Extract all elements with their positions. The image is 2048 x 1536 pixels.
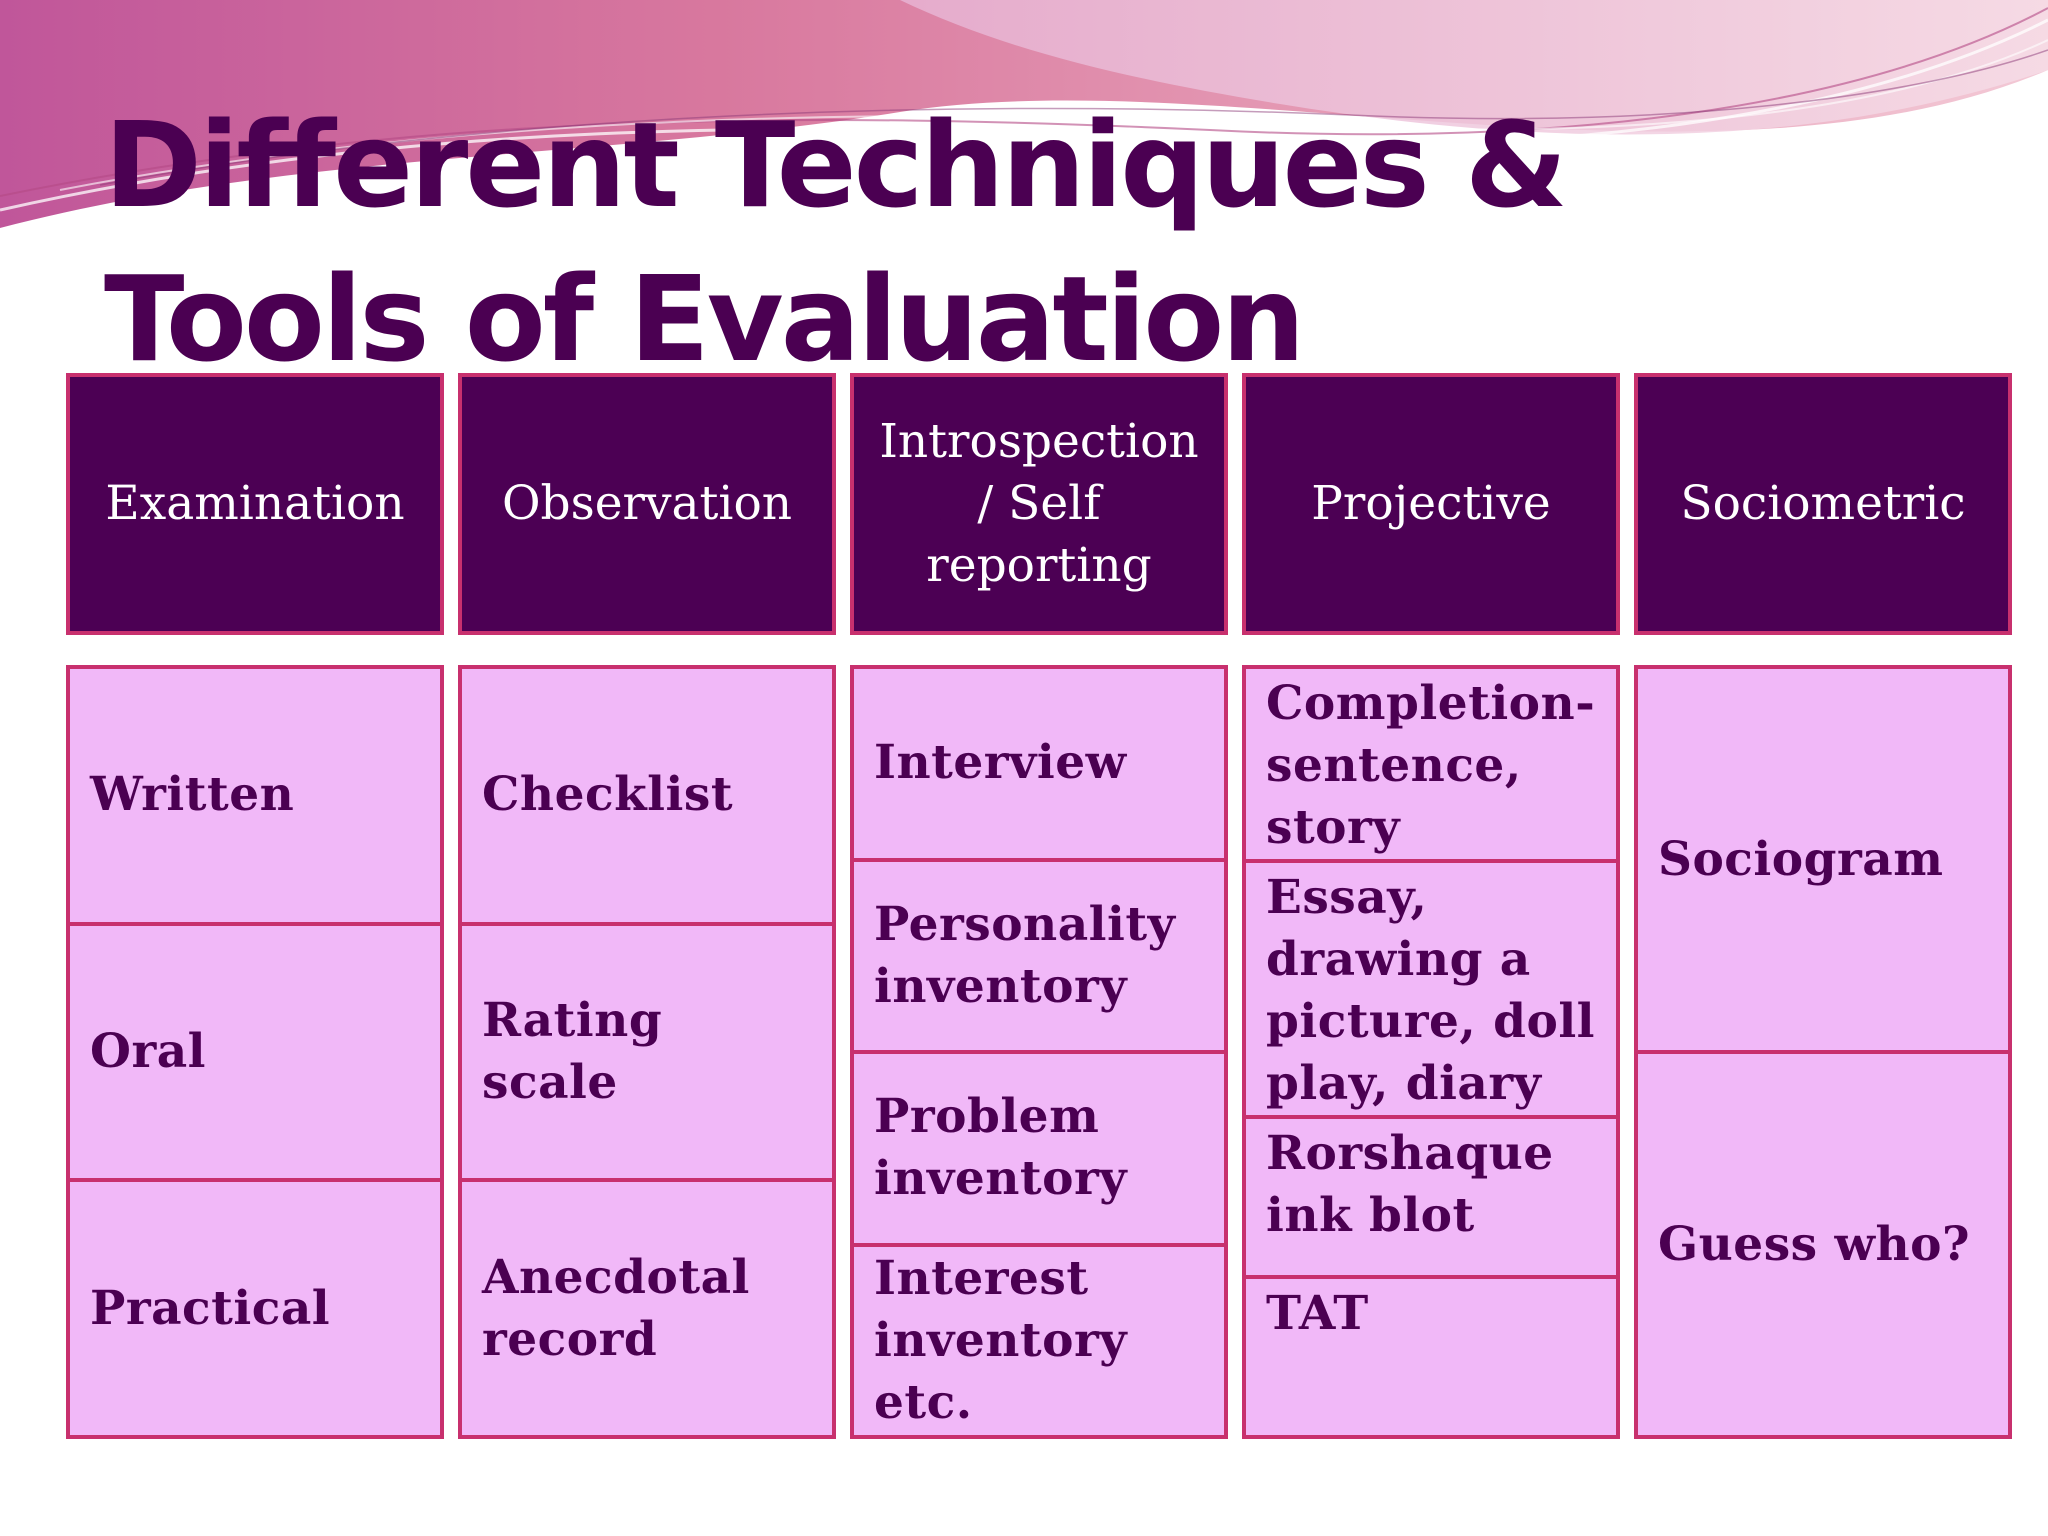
slide-title: Different Techniques & Tools of Evaluati… xyxy=(104,96,1568,388)
column-cells: Interview Personality inventory Problem … xyxy=(850,665,1228,1439)
table-cell: Oral xyxy=(70,921,440,1179)
table-cell: Essay, drawing a picture, doll play, dia… xyxy=(1246,859,1616,1115)
techniques-table: Examination Written Oral Practical Obser… xyxy=(66,373,2012,1439)
table-cell: Checklist xyxy=(462,669,832,922)
column-header: Sociometric xyxy=(1634,373,2012,635)
table-cell: Interview xyxy=(854,669,1224,858)
column-projective: Projective Completion- sentence, story E… xyxy=(1242,373,1620,1439)
table-cell: TAT xyxy=(1246,1275,1616,1435)
column-examination: Examination Written Oral Practical xyxy=(66,373,444,1439)
column-introspection: Introspection / Self reporting Interview… xyxy=(850,373,1228,1439)
table-cell: Problem inventory xyxy=(854,1050,1224,1243)
table-cell: Completion- sentence, story xyxy=(1246,669,1616,859)
table-cell: Rorshaque ink blot xyxy=(1246,1115,1616,1275)
column-observation: Observation Checklist Rating scale Anecd… xyxy=(458,373,836,1439)
table-cell: Written xyxy=(70,669,440,922)
column-cells: Written Oral Practical xyxy=(66,665,444,1439)
column-cells: Sociogram Guess who? xyxy=(1634,665,2012,1439)
table-cell: Interest inventory etc. xyxy=(854,1242,1224,1435)
column-header: Observation xyxy=(458,373,836,635)
column-cells: Completion- sentence, story Essay, drawi… xyxy=(1242,665,1620,1439)
table-cell: Practical xyxy=(70,1178,440,1436)
table-cell: Anecdotal record xyxy=(462,1178,832,1436)
column-header: Introspection / Self reporting xyxy=(850,373,1228,635)
table-cell: Sociogram xyxy=(1638,669,2008,1050)
table-cell: Guess who? xyxy=(1638,1050,2008,1435)
column-cells: Checklist Rating scale Anecdotal record xyxy=(458,665,836,1439)
column-sociometric: Sociometric Sociogram Guess who? xyxy=(1634,373,2012,1439)
table-cell: Personality inventory xyxy=(854,857,1224,1050)
column-header: Examination xyxy=(66,373,444,635)
table-cell: Rating scale xyxy=(462,921,832,1179)
column-header: Projective xyxy=(1242,373,1620,635)
